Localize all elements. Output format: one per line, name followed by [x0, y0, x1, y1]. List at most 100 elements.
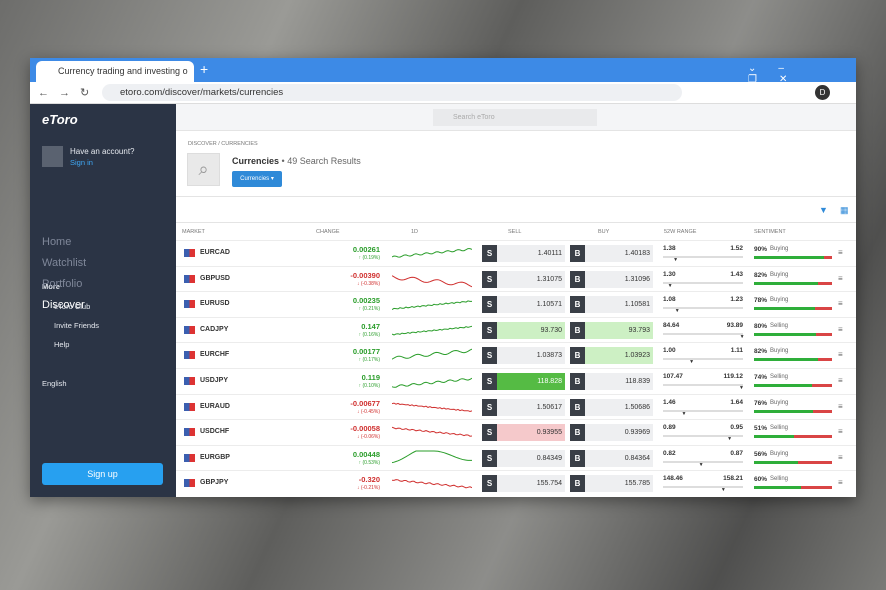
row-menu[interactable]: ≡ [838, 401, 843, 411]
sparkline-path [392, 450, 472, 463]
sparkline-path [392, 426, 472, 437]
buy-button[interactable]: B [570, 449, 585, 467]
row[interactable]: USDJPY 0.119 ↑ (0.10%) S 118.828 B 118.839 107.… [176, 368, 856, 394]
nav-item[interactable]: Discover [42, 299, 85, 311]
buy-button[interactable]: B [570, 424, 585, 442]
sparkline [392, 479, 472, 489]
nav-item[interactable]: Portfolio [42, 278, 83, 290]
sell-price-box[interactable]: 155.754 [497, 475, 565, 493]
buy-price-box[interactable]: 1.31096 [585, 270, 653, 288]
buy-button[interactable]: B [570, 296, 585, 314]
more-item[interactable]: eToro Club [54, 302, 91, 311]
row[interactable]: USDCHF -0.00058 ↓ (-0.06%) S 0.93955 B 0.93969… [176, 419, 856, 445]
buy-button[interactable]: B [570, 270, 585, 288]
sell-price-box[interactable]: 1.03873 [497, 347, 565, 365]
change: 0.119 [361, 373, 380, 382]
url: etoro.com/discover/markets/currencies [120, 87, 284, 98]
sentiment-bar [754, 281, 832, 285]
sign-in[interactable]: Sign in [70, 158, 93, 167]
sell-price-box[interactable]: 1.10571 [497, 296, 565, 314]
sell-button[interactable]: S [482, 424, 497, 442]
grid-icon[interactable]: ▦ [840, 205, 849, 215]
search-placeholder: Search eToro [453, 114, 495, 121]
row-menu[interactable]: ≡ [838, 452, 843, 462]
sell-button[interactable]: S [482, 296, 497, 314]
sell-price-box[interactable]: 1.31075 [497, 270, 565, 288]
sell-price-box[interactable]: 0.84349 [497, 449, 565, 467]
buy-price-box[interactable]: 0.84364 [585, 449, 653, 467]
sell-button[interactable]: S [482, 245, 497, 262]
sell-button[interactable]: S [482, 321, 497, 339]
buy-price-box[interactable]: 0.93969 [585, 424, 653, 442]
sell-price-box[interactable]: 0.93955 [497, 424, 565, 442]
sell-price-box[interactable]: 1.50617 [497, 398, 565, 416]
buy-price-box[interactable]: 1.40183 [585, 245, 653, 262]
buy-price-box[interactable]: 1.10581 [585, 296, 653, 314]
buy-price: 1.40183 [624, 250, 650, 257]
buy-button[interactable]: B [570, 475, 585, 493]
row-menu[interactable]: ≡ [838, 376, 843, 385]
sell-price-box[interactable]: 93.730 [497, 321, 565, 339]
flag [184, 325, 195, 334]
row[interactable]: EURAUD -0.00677 ↓ (-0.45%) S 1.50617 B 1.50686… [176, 393, 856, 420]
sell-price-box[interactable]: 118.828 [497, 373, 565, 390]
buy-button[interactable]: B [570, 398, 585, 416]
range-high: 1.11 [730, 347, 743, 355]
new-tab[interactable]: + [200, 61, 209, 77]
search-icon: ⌕ [187, 153, 220, 186]
profile[interactable]: D [815, 85, 830, 100]
more-item[interactable]: Help [54, 340, 70, 349]
row-menu[interactable]: ≡ [838, 248, 843, 257]
buy-price-box[interactable]: 1.50686 [585, 398, 653, 416]
range-bar: ▼ [663, 409, 743, 417]
search[interactable]: Search eToro [433, 109, 597, 126]
row-menu[interactable]: ≡ [838, 427, 843, 437]
buy-button[interactable]: B [570, 373, 585, 390]
signup-button[interactable]: Sign up [42, 463, 163, 485]
window-controls[interactable]: ⌄–❐✕ [748, 63, 810, 85]
language[interactable]: English [42, 379, 67, 388]
filter-icon[interactable]: ▼ [819, 205, 828, 215]
sell-price-box[interactable]: 1.40111 [497, 245, 565, 262]
buy-price: 155.785 [624, 480, 650, 488]
buy-price: 1.31096 [624, 275, 650, 283]
row-menu[interactable]: ≡ [838, 299, 843, 309]
row[interactable]: GBPJPY -0.320 ↓ (-0.21%) S 155.754 B 155.785 14… [176, 470, 856, 496]
row[interactable]: GBPUSD -0.00390 ↓ (-0.38%) S 1.31075 B 1.31096… [176, 265, 856, 292]
range-low: 1.38 [663, 245, 676, 252]
row-menu[interactable]: ≡ [838, 478, 843, 488]
buy-price-box[interactable]: 118.839 [585, 373, 653, 390]
sell-button[interactable]: S [482, 347, 497, 365]
nav-item[interactable]: Watchlist [42, 257, 87, 269]
buy-button[interactable]: B [570, 347, 585, 365]
row-menu[interactable]: ≡ [838, 273, 843, 283]
buy-button[interactable]: B [570, 321, 585, 339]
more-item[interactable]: Invite Friends [54, 321, 100, 330]
row[interactable]: EURCHF 0.00177 ↑ (0.17%) S 1.03873 B 1.03923 1.… [176, 342, 856, 368]
url-field[interactable]: etoro.com/discover/markets/currencies [102, 84, 682, 101]
row-menu[interactable]: ≡ [838, 324, 843, 334]
row[interactable]: CADJPY 0.147 ↑ (0.16%) S 93.730 B 93.793 84.64 9… [176, 316, 856, 343]
sell-button[interactable]: S [482, 449, 497, 467]
logo[interactable]: eToro [42, 112, 78, 127]
buy-button[interactable]: B [570, 245, 585, 262]
buy-price-box[interactable]: 93.793 [585, 321, 653, 339]
filter-button[interactable]: Currencies ▾ [232, 171, 282, 187]
tab[interactable]: Currency trading and investing o [36, 61, 194, 82]
sell-button[interactable]: S [482, 270, 497, 288]
range-bar: ▼ [663, 486, 743, 493]
nav-buttons[interactable]: ←→↻ [38, 87, 100, 99]
row-menu[interactable]: ≡ [838, 350, 843, 360]
sentiment-fill [754, 281, 818, 285]
sentiment-side: Selling [770, 425, 789, 432]
row[interactable]: EURGBP 0.00448 ↑ (0.53%) S 0.84349 B 0.84364 0.… [176, 444, 856, 471]
column-header: CHANGE [316, 229, 340, 235]
sell-button[interactable]: S [482, 398, 497, 416]
buy-price-box[interactable]: 155.785 [585, 475, 653, 493]
row[interactable]: EURCAD 0.00261 ↑ (0.19%) S 1.40111 B 1.40183 1.… [176, 240, 856, 266]
sell-button[interactable]: S [482, 475, 497, 493]
sell-button[interactable]: S [482, 373, 497, 390]
nav-item[interactable]: Home [42, 236, 72, 248]
row[interactable]: EURUSD 0.00235 ↑ (0.21%) S 1.10571 B 1.10581 1.… [176, 291, 856, 317]
buy-price-box[interactable]: 1.03923 [585, 347, 653, 365]
